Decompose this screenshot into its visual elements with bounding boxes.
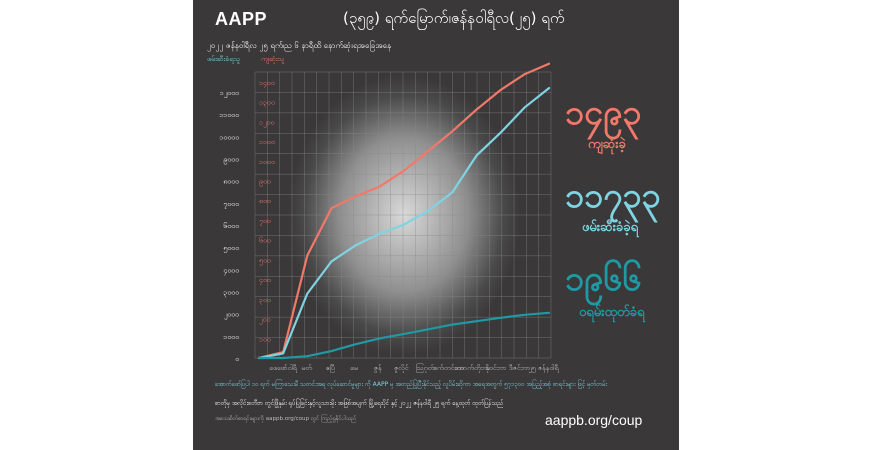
x-tick-label: ဇူလိုင်: [394, 364, 409, 373]
y-tick-label-arrested: ၂၀၀၀: [223, 311, 239, 320]
killed-total: ၁၄၉၃: [565, 93, 642, 133]
infographic-poster: AAPP (၃၅၉) ရက်မြောက်၊ဇန်နဝါရီလ(၂၅) ရက် ၂…: [193, 0, 679, 450]
y-tick-label-arrested: ၄၀၀၀: [223, 266, 239, 275]
y-tick-label-arrested: ၇၀၀၀: [223, 200, 239, 209]
y-tick-label-killed: ၆၀၀: [259, 237, 271, 245]
arrested-total: ၁၁၇၃၃: [565, 176, 661, 216]
y-tick-label-arrested: ၁၀၀၀: [223, 333, 239, 341]
x-tick-label: ဩဂုတ်: [416, 363, 435, 373]
y-tick-label-killed: ၁၁၀၀: [259, 138, 275, 146]
x-tick-label: ၂၅ ဇန်နဝါရီ: [527, 364, 559, 373]
y-tick-label-killed: ၁၃၀၀: [259, 99, 275, 108]
x-tick-label: အောက်တိုဘာ: [454, 364, 490, 373]
y-tick-label-killed: ၇၀၀: [259, 217, 271, 226]
y-axis-ticks: ၀၁၀၀၀၂၀၀၀၃၀၀၀၄၀၀၀၅၀၀၀၆၀၀၀၇၀၀၀၈၀၀၀၉၀၀၀၁၀၀…: [219, 79, 275, 363]
y-tick-label-killed: ၁၀၀၀: [259, 158, 275, 166]
legend-killed: ကျဆုံးသူ: [261, 55, 285, 63]
y-tick-label-killed: ၁၀၀: [259, 335, 271, 343]
y-tick-label-killed: ၃၀၀: [259, 296, 271, 305]
series-line-killed: [257, 62, 551, 360]
y-tick-label-arrested: ၅၀၀၀: [223, 244, 239, 253]
y-tick-label-arrested: ၁၀၀၀၀: [219, 133, 239, 141]
brand-logo: AAPP: [215, 9, 268, 29]
y-tick-label-arrested: ၉၀၀၀: [223, 155, 239, 164]
y-tick-label-killed: ၅၀၀: [259, 256, 271, 265]
series-line-arrested: [257, 86, 551, 360]
source-url[interactable]: aappb.org/coup: [545, 412, 643, 428]
x-tick-label: မတ်: [301, 364, 312, 372]
y-tick-label-killed: ၈၀၀: [259, 197, 271, 205]
x-tick-label: ဒီဇင်ဘာ: [509, 364, 530, 372]
x-tick-label: ဧပြီ: [326, 364, 335, 373]
y-tick-label-arrested: ၁၁၀၀၀: [219, 111, 239, 119]
legend-arrested: ဖမ်းဆီးခံရသူ: [207, 55, 241, 63]
series-line-sentenced: [257, 311, 551, 360]
chart-series: [257, 62, 551, 360]
y-tick-label-arrested: ၃၀၀၀: [223, 288, 239, 297]
x-tick-label: ဇွန်: [374, 364, 383, 373]
footnote-2: စာတိုမှ အလိုင်းစတီဗာ တွင်ဖြိုနှမ်း ရုပ်ပ…: [215, 400, 504, 407]
footnote-1: အောက်ဖော်ပြပါ ၁၀ ရက် မကြာသေးမီ သတင်းအရ လ…: [215, 381, 608, 388]
line-chart: ၀၁၀၀၀၂၀၀၀၃၀၀၀၄၀၀၀၅၀၀၀၆၀၀၀၇၀၀၀၈၀၀၀၉၀၀၀၁၀၀…: [219, 62, 559, 373]
sentenced-label: ဝရမ်းထုတ်ခံရ: [579, 305, 645, 320]
x-tick-label: နိုဝင်ဘာ: [485, 364, 506, 373]
y-tick-label-arrested: ၁၂၀၀၀: [220, 89, 239, 98]
footnote-3: အသေးစိတ်စာရင်းများကို aappb.org/coup တွင…: [215, 416, 357, 422]
chart-grid: [254, 71, 552, 359]
y-tick-label-arrested: ၆၀၀၀: [223, 222, 239, 230]
x-tick-label: မေ: [350, 364, 358, 372]
x-axis-ticks: ဖေဖော်ဝါရီ မတ် ဧပြီ မေ ဇွန် ဇူလိုင် ဩဂုတ်စက်တင…: [269, 363, 559, 373]
y-tick-label-killed: ၁၂၀၀: [259, 118, 274, 127]
y-tick-label-killed: ၉၀၀: [259, 177, 271, 186]
arrested-label: ဖမ်းဆီးခံခဲ့ရ: [582, 220, 639, 235]
headline: (၃၅၉) ရက်မြောက်၊ဇန်နဝါရီလ(၂၅) ရက်: [343, 9, 565, 27]
sentenced-total: ၁၉၆၆: [565, 259, 642, 299]
subtitle: ၂၀၂၂ ဇန်နဝါရီလ ၂၅ ရက်၊ည ၆ နာရီထိ နောက်ဆု…: [207, 41, 392, 50]
y-tick-label-killed: ၁၄၀၀: [259, 79, 275, 88]
x-tick-label: စက်တင်ဘာ: [433, 364, 464, 372]
killed-label: ကျဆုံးခဲ့: [588, 137, 626, 152]
y-tick-label-arrested: ၈၀၀၀: [223, 178, 239, 186]
x-tick-label: ဖေဖော်ဝါရီ: [269, 364, 298, 373]
y-tick-label-killed: ၄၀၀: [259, 276, 271, 285]
y-tick-label-arrested: ၀: [235, 355, 239, 363]
y-tick-label-killed: ၂၀၀: [258, 316, 270, 325]
